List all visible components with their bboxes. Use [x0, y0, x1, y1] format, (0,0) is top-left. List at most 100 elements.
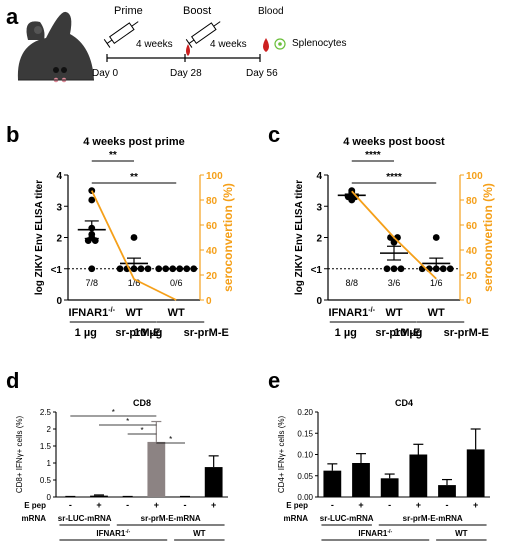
y-tick-label: <1: [311, 265, 323, 276]
dose-label: 10 µg: [134, 327, 162, 339]
y-tick-label: 0.5: [40, 476, 52, 485]
epep-value: -: [331, 500, 334, 510]
epep-value: +: [96, 500, 101, 510]
interval-label-2: 4 weeks: [210, 39, 247, 50]
significance-label: **: [130, 172, 138, 183]
bar: [466, 449, 485, 497]
y-tick-label: 3: [316, 202, 322, 213]
mouse-group-label: IFNAR1-/-: [96, 529, 130, 538]
panel-letter-c: c: [268, 122, 280, 147]
y-tick-label: 0: [47, 493, 52, 502]
chart-title: CD8: [133, 398, 151, 408]
fraction-label: 3/6: [388, 278, 401, 288]
fraction-label: 0/6: [170, 278, 183, 288]
y-tick-label: 0: [316, 296, 322, 307]
mrna-group-label: sr-prM-E-mRNA: [141, 514, 201, 523]
y-tick-label: <1: [51, 265, 63, 276]
epep-value: +: [154, 500, 159, 510]
y-tick-label: 2.5: [40, 408, 52, 417]
y-tick-label: 4: [316, 171, 322, 182]
day-label: Day 28: [170, 68, 202, 79]
panel-letter-e: e: [268, 368, 280, 393]
dose-label: 1 µg: [75, 327, 97, 339]
y-tick-label: 1: [47, 459, 52, 468]
epep-value: -: [388, 500, 391, 510]
y2-tick-label: 0: [466, 296, 472, 307]
blood-drop-icon: [186, 44, 190, 56]
row-label-mrna: mRNA: [22, 514, 47, 523]
row-label-epep: E pep: [24, 501, 46, 510]
epep-value: +: [416, 500, 421, 510]
epep-value: +: [473, 500, 478, 510]
group-label: IFNAR1-/-: [329, 306, 376, 319]
mouse-icon: [17, 11, 94, 83]
panel-letter-a: a: [6, 4, 19, 29]
chart-title: 4 weeks post prime: [83, 136, 185, 148]
significance-label: ****: [386, 172, 402, 183]
y2-tick-label: 40: [206, 246, 218, 257]
y2-tick-label: 60: [206, 221, 218, 232]
y2-tick-label: 80: [206, 196, 218, 207]
panel-letter-b: b: [6, 122, 19, 147]
data-point: [348, 196, 356, 204]
fraction-label: 1/6: [430, 278, 443, 288]
boost-label: Boost: [183, 5, 211, 17]
y2-axis-label: seroconvertion (%): [481, 183, 495, 292]
y-tick-label: 0.20: [297, 408, 313, 417]
day-label: Day 56: [246, 68, 278, 79]
data-point: [130, 234, 138, 241]
significance-label: *: [112, 408, 115, 417]
epep-value: -: [69, 500, 72, 510]
y-tick-label: 1.5: [40, 442, 52, 451]
data-point: [144, 265, 152, 273]
epep-value: -: [126, 500, 129, 510]
y-tick-label: 4: [56, 171, 62, 182]
bar: [147, 441, 166, 497]
dose-label: 10 µg: [394, 327, 422, 339]
data-point: [446, 265, 454, 273]
significance-label: *: [169, 435, 172, 444]
y2-tick-label: 40: [466, 246, 478, 257]
fraction-label: 1/6: [128, 278, 141, 288]
y2-axis-label: seroconvertion (%): [221, 183, 235, 292]
group-label: WT: [385, 307, 402, 319]
row-label-epep: E pep: [286, 501, 308, 510]
significance-label: ****: [365, 150, 381, 161]
mrna-group-label: sr-prM-E-mRNA: [403, 514, 463, 523]
data-point: [190, 265, 198, 273]
chart-title: CD4: [395, 398, 413, 408]
y-axis-label: log ZIKV Env ELISA titer: [294, 180, 305, 295]
mouse-group-label: WT: [193, 529, 206, 538]
panel-e: e CD4 0.00 0.05 0.10 0.15 0.20 CD4+ IFNγ+ cells…: [268, 368, 490, 541]
y2-tick-label: 100: [466, 171, 483, 182]
y-tick-label: 0.00: [297, 493, 313, 502]
bar: [90, 495, 108, 497]
data-point: [88, 265, 96, 273]
mouse-group-label: IFNAR1-/-: [358, 529, 392, 538]
dose-label: 1 µg: [335, 327, 357, 339]
interval-label-1: 4 weeks: [136, 39, 173, 50]
bar: [409, 454, 428, 497]
y2-tick-label: 60: [466, 221, 478, 232]
y-tick-label: 0: [56, 296, 62, 307]
data-point: [397, 265, 405, 273]
panel-a: a Prime Boost Blood Splenocytes 4 weeks …: [6, 4, 346, 83]
spleen-core-icon: [278, 42, 282, 46]
group-label: WT: [125, 307, 142, 319]
y-axis-label: log ZIKV Env ELISA titer: [34, 180, 45, 295]
y-tick-label: 2: [56, 234, 62, 245]
seroconversion-line: [90, 190, 177, 301]
y2-tick-label: 100: [206, 171, 223, 182]
y-axis-label: CD4+ IFNγ+ cells (%): [277, 415, 286, 493]
construct-label: sr-prM-E: [375, 327, 420, 339]
construct-label: sr-prM-E: [444, 327, 489, 339]
mrna-group-label: sr-LUC-mRNA: [58, 514, 112, 523]
y2-tick-label: 20: [206, 271, 218, 282]
epep-value: +: [211, 500, 216, 510]
construct-label: sr-prM-E: [115, 327, 160, 339]
y2-tick-label: 20: [466, 271, 478, 282]
panel-letter-d: d: [6, 368, 19, 393]
group-label: IFNAR1-/-: [69, 306, 116, 319]
